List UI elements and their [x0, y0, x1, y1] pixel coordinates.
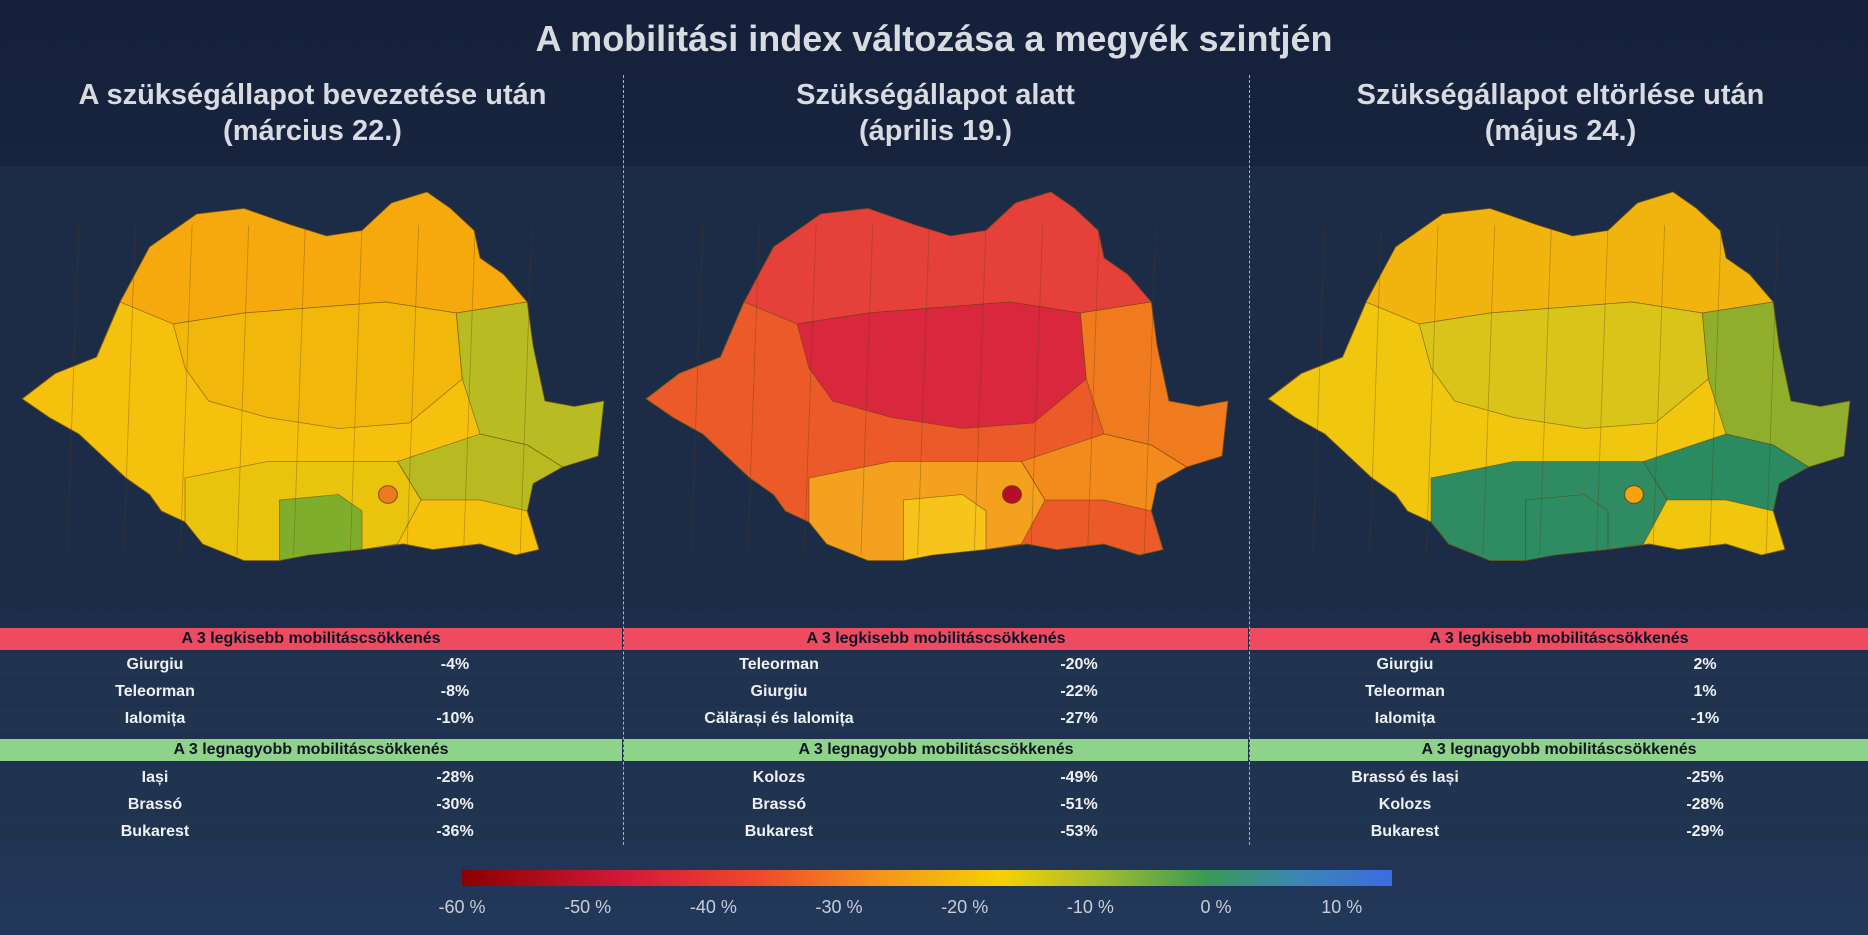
- panel-1-least-row-3: Ialomița -10%: [0, 707, 622, 731]
- region-giurgiu: [902, 494, 987, 561]
- panel-2-map: [645, 191, 1229, 561]
- panel-2-subtitle-line1: Szükségállapot alatt: [796, 79, 1075, 111]
- panel-2-map-area: [624, 166, 1248, 610]
- panel-3-most-header: A 3 legnagyobb mobilitáscsökkenés: [1250, 739, 1868, 761]
- panel-3-least-row-1: Giurgiu 2%: [1250, 653, 1868, 677]
- county-border: [1312, 224, 1326, 556]
- county-border: [236, 224, 250, 556]
- county-border: [293, 224, 306, 556]
- panel-1-most-header: A 3 legnagyobb mobilitáscsökkenés: [0, 739, 622, 761]
- county-border: [690, 224, 704, 556]
- panel-1-subtitle-line1: A szükségállapot bevezetése után: [78, 79, 547, 111]
- county-border: [1369, 224, 1382, 556]
- panel-1-least-row-2: Teleorman -8%: [0, 680, 622, 704]
- panel-2-least-row-1: Teleorman -20%: [624, 653, 1248, 677]
- panel-2-subtitle: Szükségállapot alatt (április 19.): [623, 77, 1248, 149]
- panel-2-least-row-2: Giurgiu -22%: [624, 680, 1248, 704]
- legend-tick: -60 %: [438, 897, 486, 917]
- panel-2-most-row-3: Bukarest -53%: [624, 820, 1248, 844]
- panel-3-least-row-2: Teleorman 1%: [1250, 680, 1868, 704]
- region-southeast: [396, 433, 564, 512]
- panel-3-map-area: [1250, 166, 1868, 610]
- county-border: [179, 224, 193, 556]
- region-north: [743, 191, 1152, 325]
- panel-1-most-row-3: Bukarest -36%: [0, 820, 622, 844]
- county-border: [1143, 224, 1157, 556]
- bucharest-marker: [1001, 485, 1022, 504]
- county-border: [1595, 224, 1609, 556]
- county-border: [349, 224, 363, 556]
- color-scale-legend: [462, 870, 1392, 886]
- county-border: [123, 224, 136, 556]
- panel-3-most-row-3: Bukarest -29%: [1250, 820, 1868, 844]
- panel-3-subtitle-line1: Szükségállapot eltörlése után: [1356, 79, 1765, 111]
- region-giurgiu: [1524, 494, 1609, 561]
- legend-tick: -10 %: [1066, 897, 1114, 917]
- county-border: [973, 224, 987, 556]
- region-southeast: [1642, 433, 1810, 512]
- panel-divider-1: [623, 75, 624, 845]
- bucharest-marker: [377, 485, 398, 504]
- panel-1-least-row-1: Giurgiu -4%: [0, 653, 622, 677]
- panel-2-most-row-1: Kolozs -49%: [624, 766, 1248, 790]
- panel-3-subtitle-line2: (május 24.): [1484, 115, 1637, 147]
- county-border: [1425, 224, 1439, 556]
- county-border: [1482, 224, 1496, 556]
- region-east: [1701, 301, 1851, 468]
- region-east: [455, 301, 605, 468]
- panel-2-least-header: A 3 legkisebb mobilitáscsökkenés: [624, 628, 1248, 650]
- panel-2-subtitle-line2: (április 19.): [858, 115, 1013, 147]
- county-border: [1709, 224, 1722, 556]
- county-border: [1765, 224, 1779, 556]
- main-title: A mobilitási index változása a megyék sz…: [535, 18, 1333, 59]
- region-center: [1418, 301, 1709, 429]
- panel-3-least-header: A 3 legkisebb mobilitáscsökkenés: [1250, 628, 1868, 650]
- county-border: [803, 224, 817, 556]
- legend-tick: -30 %: [815, 897, 863, 917]
- legend-tick: -20 %: [941, 897, 989, 917]
- region-southeast: [1020, 433, 1188, 512]
- panel-1-most-row-2: Brassó -30%: [0, 793, 622, 817]
- county-border: [66, 224, 80, 556]
- legend-tick: -50 %: [564, 897, 612, 917]
- county-border: [1652, 224, 1666, 556]
- county-border: [917, 224, 930, 556]
- panel-2-most-header: A 3 legnagyobb mobilitáscsökkenés: [624, 739, 1248, 761]
- panel-1-map-area: [0, 166, 622, 610]
- panel-1-subtitle: A szükségállapot bevezetése után (márciu…: [0, 77, 625, 149]
- region-north: [1365, 191, 1774, 325]
- panel-divider-2: [1249, 75, 1250, 845]
- region-east: [1079, 301, 1229, 468]
- county-border: [519, 224, 533, 556]
- region-center: [172, 301, 463, 429]
- panel-1-map: [21, 191, 605, 561]
- county-border: [463, 224, 476, 556]
- county-border: [747, 224, 760, 556]
- panel-2-most-row-2: Brassó -51%: [624, 793, 1248, 817]
- panel-3-map: [1267, 191, 1851, 561]
- panel-3-most-row-1: Brassó és Iași -25%: [1250, 766, 1868, 790]
- region-center: [796, 301, 1087, 429]
- panel-1-least-header: A 3 legkisebb mobilitáscsökkenés: [0, 628, 622, 650]
- region-giurgiu: [278, 494, 363, 561]
- county-border: [1539, 224, 1552, 556]
- county-border: [860, 224, 874, 556]
- panel-3-least-row-3: Ialomița -1%: [1250, 707, 1868, 731]
- county-border: [406, 224, 420, 556]
- county-border: [1087, 224, 1100, 556]
- panel-3-most-row-2: Kolozs -28%: [1250, 793, 1868, 817]
- panel-1-most-row-1: Iași -28%: [0, 766, 622, 790]
- legend-tick: 0 %: [1200, 897, 1232, 917]
- panel-1-subtitle-line2: (március 22.): [223, 115, 402, 147]
- panel-2-least-row-3: Călărași és Ialomița -27%: [624, 707, 1248, 731]
- region-north: [119, 191, 528, 325]
- panel-3-subtitle: Szükségállapot eltörlése után (május 24.…: [1248, 77, 1868, 149]
- legend-tick: 10 %: [1321, 897, 1363, 917]
- legend-tick: -40 %: [689, 897, 737, 917]
- bucharest-marker: [1623, 485, 1644, 504]
- county-border: [1030, 224, 1044, 556]
